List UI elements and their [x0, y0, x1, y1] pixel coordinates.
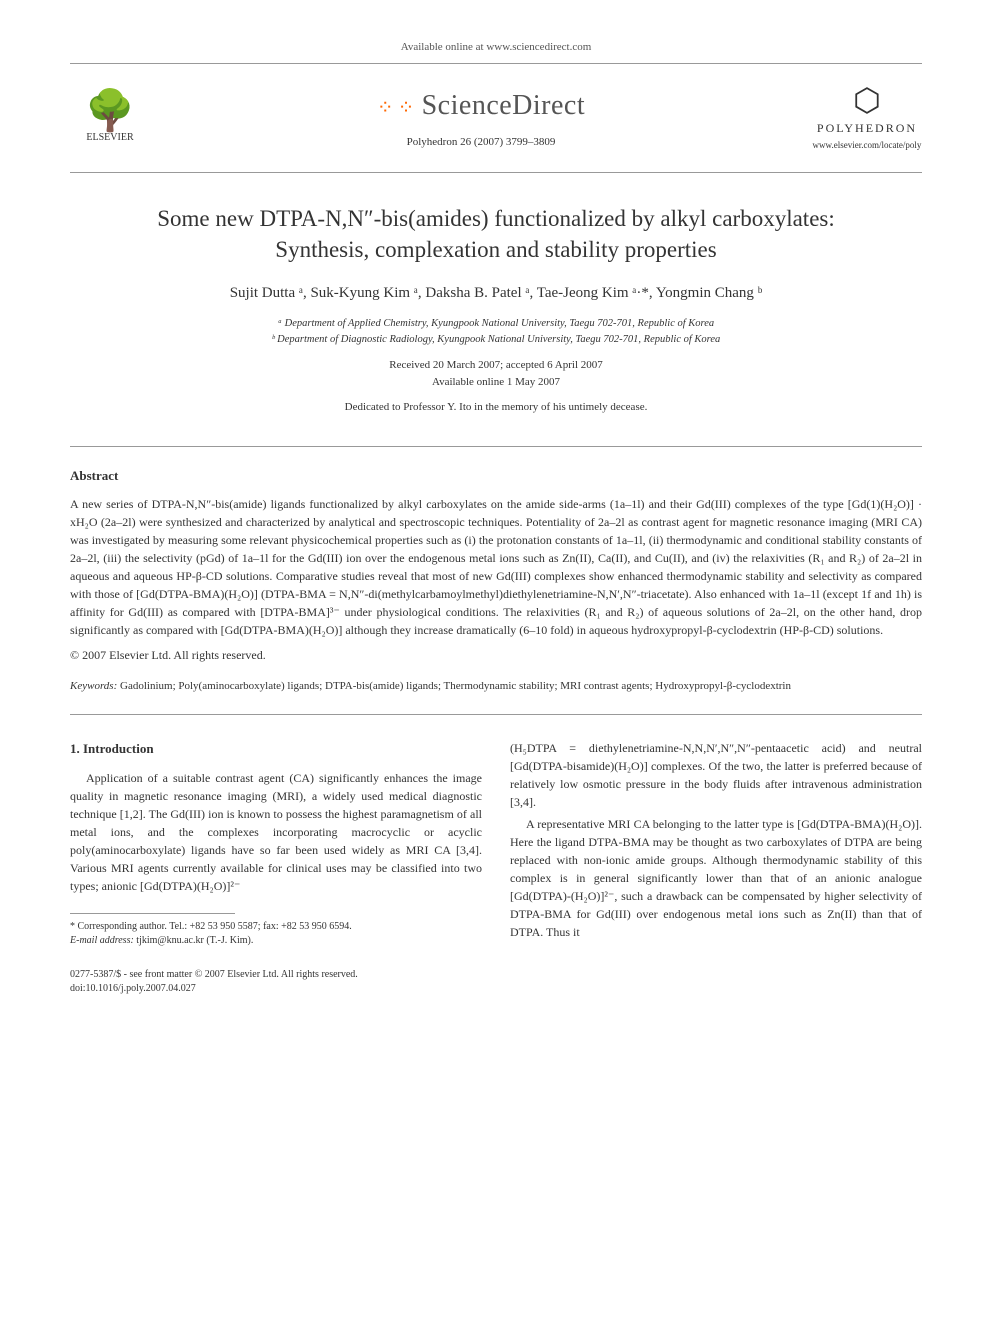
dedication-line: Dedicated to Professor Y. Ito in the mem…	[70, 400, 922, 415]
article-title: Some new DTPA-N,N″-bis(amides) functiona…	[110, 203, 882, 265]
intro-p1: Application of a suitable contrast agent…	[70, 769, 482, 895]
sd-dots-icon: ⁘⁘	[377, 97, 419, 119]
footnote-divider	[70, 913, 235, 914]
header-bar: 🌳 ELSEVIER ⁘⁘ ScienceDirect Polyhedron 2…	[70, 63, 922, 172]
affiliation-a: ᵃ Department of Applied Chemistry, Kyung…	[70, 316, 922, 332]
affiliations-block: ᵃ Department of Applied Chemistry, Kyung…	[70, 316, 922, 348]
affiliation-b: ᵇ Department of Diagnostic Radiology, Ky…	[70, 332, 922, 348]
journal-url[interactable]: www.elsevier.com/locate/poly	[812, 139, 922, 152]
publisher-name: ELSEVIER	[70, 131, 150, 145]
body-columns: 1. Introduction Application of a suitabl…	[70, 739, 922, 996]
authors-line: Sujit Dutta ᵃ, Suk-Kyung Kim ᵃ, Daksha B…	[70, 283, 922, 304]
doi-line: doi:10.1016/j.poly.2007.04.027	[70, 982, 482, 996]
keywords-text: Gadolinium; Poly(aminocarboxylate) ligan…	[120, 680, 791, 692]
received-date: Received 20 March 2007; accepted 6 April…	[70, 357, 922, 374]
journal-reference: Polyhedron 26 (2007) 3799–3809	[150, 135, 812, 150]
brand-center: ⁘⁘ ScienceDirect Polyhedron 26 (2007) 37…	[150, 86, 812, 151]
abstract-heading: Abstract	[70, 467, 922, 485]
abstract-copyright: © 2007 Elsevier Ltd. All rights reserved…	[70, 647, 922, 664]
footer-meta: 0277-5387/$ - see front matter © 2007 El…	[70, 968, 482, 996]
intro-p2: (H₅DTPA = diethylenetriamine-N,N,N′,N″,N…	[510, 739, 922, 811]
intro-heading: 1. Introduction	[70, 739, 482, 759]
email-line: E-mail address: tjkim@knu.ac.kr (T.-J. K…	[70, 934, 482, 948]
abstract-text: A new series of DTPA-N,N″-bis(amide) lig…	[70, 495, 922, 639]
available-online-line: Available online at www.sciencedirect.co…	[70, 40, 922, 55]
email-address[interactable]: tjkim@knu.ac.kr (T.-J. Kim).	[136, 935, 253, 946]
online-date: Available online 1 May 2007	[70, 374, 922, 391]
column-right: (H₅DTPA = diethylenetriamine-N,N,N′,N″,N…	[510, 739, 922, 996]
journal-name: POLYHEDRON	[812, 120, 922, 137]
polyhedron-icon: ⬡	[812, 84, 922, 116]
keywords-block: Keywords: Gadolinium; Poly(aminocarboxyl…	[70, 678, 922, 695]
column-left: 1. Introduction Application of a suitabl…	[70, 739, 482, 996]
divider-bottom	[70, 714, 922, 715]
sciencedirect-logo: ScienceDirect	[422, 90, 586, 121]
footnote-block: * Corresponding author. Tel.: +82 53 950…	[70, 920, 482, 948]
email-label: E-mail address:	[70, 935, 134, 946]
sd-logo-row: ⁘⁘ ScienceDirect	[150, 86, 812, 125]
elsevier-tree-icon: 🌳	[70, 91, 150, 131]
intro-p3: A representative MRI CA belonging to the…	[510, 815, 922, 941]
dates-block: Received 20 March 2007; accepted 6 April…	[70, 357, 922, 390]
keywords-label: Keywords:	[70, 680, 117, 692]
elsevier-logo: 🌳 ELSEVIER	[70, 91, 150, 145]
corresponding-author: * Corresponding author. Tel.: +82 53 950…	[70, 920, 482, 934]
journal-logo-block: ⬡ POLYHEDRON www.elsevier.com/locate/pol…	[812, 84, 922, 151]
divider-top	[70, 446, 922, 447]
issn-line: 0277-5387/$ - see front matter © 2007 El…	[70, 968, 482, 982]
